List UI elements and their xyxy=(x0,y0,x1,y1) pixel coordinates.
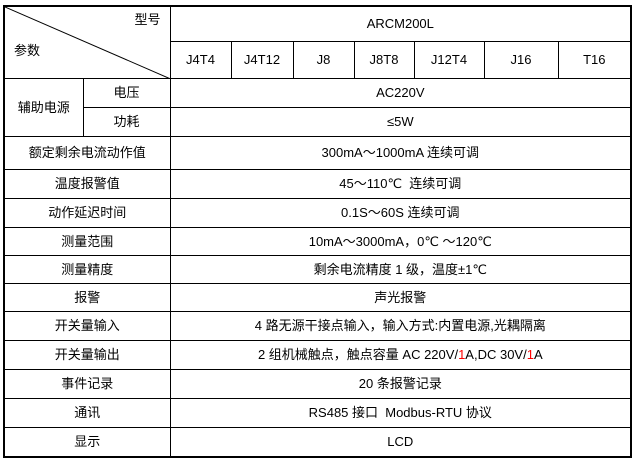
table-row: 开关量输出 2 组机械触点，触点容量 AC 220V/1A,DC 30V/1A xyxy=(3,340,632,371)
switch-output-text-segment: 2 组机械触点，触点容量 AC 220V/ xyxy=(257,347,459,363)
corner-cell: 型号 参数 xyxy=(3,5,171,80)
row-value-event-record: 20 条报警记录 xyxy=(169,369,632,400)
switch-output-red-amp-2: 1 xyxy=(526,347,534,363)
row-value-rated-residual-current: 300mA～1000mA 连续可调 xyxy=(169,136,632,171)
row-label-rated-residual-current: 额定剩余电流动作值 xyxy=(3,136,171,171)
variant-cell-5: J16 xyxy=(483,41,559,80)
row-label-switch-input: 开关量输入 xyxy=(3,311,171,342)
row-label-temp-alarm: 温度报警值 xyxy=(3,169,171,200)
variant-cell-6: T16 xyxy=(557,41,632,80)
table-row: 温度报警值 45～110℃ 连续可调 xyxy=(3,169,632,200)
diagonal-divider-line xyxy=(5,7,170,78)
table-row: 通讯 RS485 接口 Modbus-RTU 协议 xyxy=(3,398,632,429)
switch-output-red-amp-1: 1 xyxy=(458,347,466,363)
aux-consumption-label: 功耗 xyxy=(82,107,171,138)
spec-table: 型号 参数 ARCM200L J4T4 J4T12 J8 J8T8 J12T4 … xyxy=(3,5,633,458)
row-value-measuring-range: 10mA～3000mA，0℃ ～120℃ xyxy=(169,227,632,257)
row-label-switch-output: 开关量输出 xyxy=(3,340,171,371)
row-value-action-delay: 0.1S～60S 连续可调 xyxy=(169,198,632,229)
row-value-measuring-accuracy: 剩余电流精度 1 级，温度±1℃ xyxy=(169,255,632,285)
aux-voltage-value: AC220V xyxy=(169,78,632,109)
row-value-alarm: 声光报警 xyxy=(169,283,632,313)
table-row: 测量精度 剩余电流精度 1 级，温度±1℃ xyxy=(3,255,632,285)
variant-cell-3: J8T8 xyxy=(353,41,415,80)
table-row: 测量范围 10mA～3000mA，0℃ ～120℃ xyxy=(3,227,632,257)
row-label-display: 显示 xyxy=(3,427,171,458)
row-label-communication: 通讯 xyxy=(3,398,171,429)
corner-param-label: 参数 xyxy=(14,43,41,58)
row-label-measuring-accuracy: 测量精度 xyxy=(3,255,171,285)
variant-cell-4: J12T4 xyxy=(413,41,485,80)
table-row: 开关量输入 4 路无源干接点输入，输入方式:内置电源,光耦隔离 xyxy=(3,311,632,342)
table-row: 额定剩余电流动作值 300mA～1000mA 连续可调 xyxy=(3,136,632,171)
row-label-event-record: 事件记录 xyxy=(3,369,171,400)
table-row: 动作延迟时间 0.1S～60S 连续可调 xyxy=(3,198,632,229)
table-row: 显示 LCD xyxy=(3,427,632,458)
row-value-temp-alarm: 45～110℃ 连续可调 xyxy=(169,169,632,200)
aux-voltage-label: 电压 xyxy=(82,78,171,109)
variant-cell-1: J4T12 xyxy=(230,41,294,80)
variant-cell-0: J4T4 xyxy=(169,41,232,80)
row-label-alarm: 报警 xyxy=(3,283,171,313)
corner-model-label: 型号 xyxy=(134,12,161,27)
row-value-switch-output: 2 组机械触点，触点容量 AC 220V/1A,DC 30V/1A xyxy=(169,340,632,371)
variant-cell-2: J8 xyxy=(292,41,355,80)
table-row: 事件记录 20 条报警记录 xyxy=(3,369,632,400)
aux-power-group-label: 辅助电源 xyxy=(3,78,84,138)
switch-output-text-segment: A,DC 30V/ xyxy=(465,347,527,363)
row-value-communication: RS485 接口 Modbus-RTU 协议 xyxy=(169,398,632,429)
table-row: 报警 声光报警 xyxy=(3,283,632,313)
aux-consumption-value: ≤5W xyxy=(169,107,632,138)
row-value-display: LCD xyxy=(169,427,632,458)
row-label-measuring-range: 测量范围 xyxy=(3,227,171,257)
model-name-cell: ARCM200L xyxy=(169,5,632,43)
row-value-switch-input: 4 路无源干接点输入，输入方式:内置电源,光耦隔离 xyxy=(169,311,632,342)
switch-output-text-segment: A xyxy=(533,347,543,363)
row-label-action-delay: 动作延迟时间 xyxy=(3,198,171,229)
